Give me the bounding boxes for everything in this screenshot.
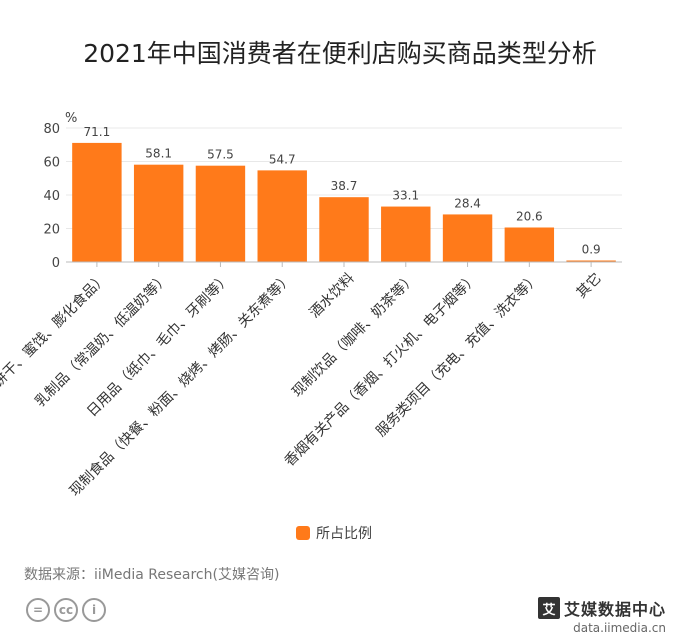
y-axis-unit: % bbox=[65, 111, 77, 126]
person-icon: i bbox=[82, 598, 106, 622]
y-tick-label: 20 bbox=[43, 223, 60, 238]
bar bbox=[195, 165, 246, 262]
legend-label: 所占比例 bbox=[316, 526, 372, 542]
brand-name: 艾媒数据中心 bbox=[563, 600, 666, 619]
y-tick-label: 80 bbox=[43, 122, 60, 137]
data-label: 38.7 bbox=[331, 179, 358, 193]
category-label: 其它 bbox=[573, 270, 605, 302]
bar bbox=[257, 170, 307, 262]
data-label: 57.5 bbox=[207, 148, 234, 162]
legend-swatch bbox=[296, 526, 310, 540]
data-label: 0.9 bbox=[582, 242, 601, 256]
source-note: 数据来源：iiMedia Research(艾媒咨询) bbox=[24, 567, 280, 583]
bar bbox=[381, 206, 431, 262]
bar-chart: 71.1零食（饼干、蜜饯、膨化食品）58.1乳制品（常温奶、低温奶等）57.5日… bbox=[0, 111, 622, 500]
cc-icon: cc bbox=[54, 598, 78, 622]
y-tick-label: 60 bbox=[43, 156, 60, 171]
data-label: 28.4 bbox=[454, 196, 481, 210]
legend: 所占比例 bbox=[296, 523, 372, 543]
license-icons: = cc i bbox=[26, 598, 106, 622]
bar bbox=[566, 260, 616, 262]
brand-logo: 艾 艾媒数据中心 data.iimedia.cn bbox=[537, 596, 666, 635]
y-tick-label: 0 bbox=[52, 256, 60, 271]
bar bbox=[319, 197, 369, 262]
bar bbox=[504, 227, 555, 262]
brand-mark-icon: 艾 bbox=[537, 597, 560, 619]
bar bbox=[133, 164, 184, 262]
category-label: 现制食品（快餐、粉面、烧烤、烤肠、关东煮等） bbox=[66, 270, 296, 500]
category-label: 乳制品（常温奶、低温奶等） bbox=[32, 270, 173, 411]
category-label: 现制饮品（咖啡、奶茶等） bbox=[289, 270, 420, 401]
data-label: 20.6 bbox=[516, 209, 543, 223]
bar bbox=[442, 214, 493, 262]
data-label: 71.1 bbox=[84, 125, 111, 139]
equals-icon: = bbox=[26, 598, 50, 622]
chart-title: 2021年中国消费者在便利店购买商品类型分析 bbox=[83, 39, 597, 68]
brand-url: data.iimedia.cn bbox=[573, 621, 666, 635]
data-label: 54.7 bbox=[269, 152, 296, 166]
data-label: 58.1 bbox=[145, 147, 172, 161]
data-label: 33.1 bbox=[392, 189, 419, 203]
bar bbox=[72, 142, 122, 262]
y-tick-label: 40 bbox=[43, 189, 60, 204]
category-label: 酒水饮料 bbox=[307, 270, 358, 321]
